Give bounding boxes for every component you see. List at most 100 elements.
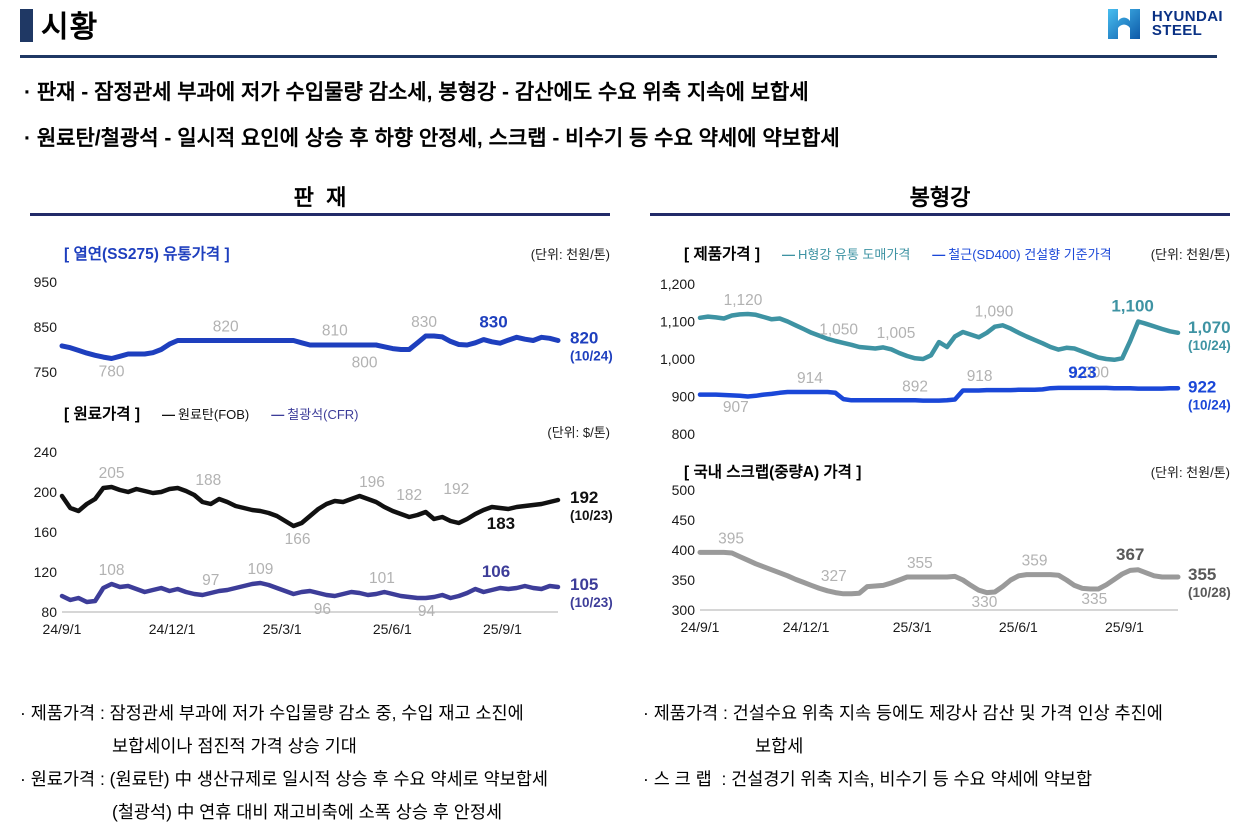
svg-text:395: 395 — [718, 530, 744, 547]
section-title-long-products: 봉형강 — [909, 185, 971, 210]
svg-text:922: 922 — [1188, 377, 1216, 396]
svg-text:200: 200 — [34, 484, 58, 500]
legend-dash-icon: — — [161, 407, 175, 422]
svg-text:105: 105 — [570, 575, 598, 594]
svg-text:300: 300 — [672, 602, 696, 618]
legend-coking-coal: — 원료탄(FOB) — [161, 407, 250, 422]
svg-text:1,000: 1,000 — [660, 351, 695, 367]
logo-line2: STEEL — [1151, 22, 1203, 39]
svg-text:1,000: 1,000 — [1070, 364, 1109, 381]
svg-text:240: 240 — [34, 444, 58, 460]
long-products-price-chart: 1,200 1,100 1,000 900 800 1,120 1,050 1,005 1,09… — [660, 276, 1231, 442]
svg-text:1,100: 1,100 — [660, 314, 695, 330]
section-rule-left — [30, 213, 610, 216]
long-products-legend: — H형강 유통 도매가격 — 철근(SD400) 건설향 기준가격 — [760, 244, 1112, 263]
comment-line: · 제품가격 : 건설수요 위축 지속 등에도 제강사 감산 및 가격 인상 추… — [643, 703, 1163, 723]
svg-text:367: 367 — [1116, 545, 1144, 564]
svg-text:120: 120 — [34, 564, 58, 580]
summary-bullet-1: · 판재 - 잠정관세 부과에 저가 수입물량 감소세, 봉형강 - 감산에도 … — [24, 81, 809, 104]
svg-text:500: 500 — [672, 482, 696, 498]
svg-text:80: 80 — [41, 604, 57, 620]
comment-line: · 원료가격 : (원료탄) 中 생산규제로 일시적 상승 후 수요 약세로 약… — [20, 769, 549, 789]
svg-text:188: 188 — [195, 472, 221, 489]
svg-text:335: 335 — [1081, 591, 1107, 608]
svg-text:950: 950 — [34, 274, 58, 290]
svg-text:196: 196 — [359, 474, 385, 491]
long-products-chart-block: [ 제품가격 ] — H형강 유통 도매가격 — 철근(SD400) 건설향 기준가… — [650, 240, 1231, 452]
svg-text:182: 182 — [396, 487, 422, 504]
svg-text:160: 160 — [34, 524, 58, 540]
scrap-chart-block: [ 국내 스크랩(중량A) 가격 ] (단위: 천원/톤) 500 450 400 3… — [650, 458, 1231, 638]
svg-text:25/3/1: 25/3/1 — [893, 619, 932, 635]
svg-text:800: 800 — [352, 355, 378, 372]
svg-text:(10/24): (10/24) — [1188, 338, 1231, 353]
svg-text:192: 192 — [570, 488, 598, 507]
svg-text:183: 183 — [487, 514, 515, 533]
legend-h-beam: — H형강 유통 도매가격 — [781, 247, 911, 262]
svg-text:450: 450 — [672, 512, 696, 528]
header-divider — [20, 55, 1217, 58]
svg-text:780: 780 — [99, 364, 125, 381]
svg-text:25/3/1: 25/3/1 — [263, 621, 302, 637]
svg-text:923: 923 — [1068, 363, 1096, 382]
svg-text:900: 900 — [672, 389, 696, 405]
chart-title-raw-materials: [ 원료가격 ] — [64, 406, 140, 423]
svg-text:820: 820 — [570, 329, 598, 348]
plate-comments: · 제품가격 : 잠정관세 부과에 저가 수입물량 감소 중, 수입 재고 소진… — [20, 697, 620, 829]
comment-line: 보합세 — [755, 736, 804, 756]
chart-title-hot-rolled: [ 열연(SS275) 유통가격 ] — [64, 246, 230, 263]
svg-text:(10/28): (10/28) — [1188, 585, 1231, 600]
svg-text:1,090: 1,090 — [975, 303, 1014, 320]
comment-line: (철광석) 中 연휴 대비 재고비축에 소폭 상승 후 안정세 — [112, 802, 503, 822]
comment-line: · 제품가격 : 잠정관세 부과에 저가 수입물량 감소 중, 수입 재고 소진… — [20, 703, 524, 723]
svg-text:166: 166 — [285, 531, 311, 548]
svg-text:108: 108 — [99, 562, 125, 579]
svg-text:(10/23): (10/23) — [570, 508, 613, 523]
title-accent-bar — [20, 9, 33, 42]
unit-label-hot-rolled: (단위: 천원/톤) — [530, 247, 610, 262]
svg-text:205: 205 — [99, 465, 125, 482]
svg-text:24/12/1: 24/12/1 — [783, 619, 830, 635]
summary-bullet-2: · 원료탄/철광석 - 일시적 요인에 상승 후 하향 안정세, 스크랩 - 비… — [24, 127, 840, 150]
svg-text:(10/24): (10/24) — [570, 349, 613, 364]
svg-text:1,120: 1,120 — [724, 292, 763, 309]
legend-dash-icon: — — [781, 247, 795, 262]
section-title-plate: 판 재 — [293, 185, 347, 210]
svg-text:1,005: 1,005 — [877, 325, 916, 342]
svg-text:101: 101 — [369, 570, 395, 587]
svg-text:24/9/1: 24/9/1 — [43, 621, 82, 637]
svg-text:25/6/1: 25/6/1 — [373, 621, 412, 637]
svg-text:355: 355 — [1188, 565, 1216, 584]
svg-text:1,050: 1,050 — [819, 321, 858, 338]
hyundai-steel-logo: HYUNDAI STEEL — [1103, 7, 1223, 41]
svg-text:914: 914 — [797, 370, 823, 387]
unit-label-long-products: (단위: 천원/톤) — [1150, 247, 1230, 262]
svg-text:918: 918 — [967, 368, 993, 385]
svg-text:327: 327 — [821, 568, 847, 585]
unit-label-raw-materials: (단위: $/톤) — [547, 425, 610, 440]
raw-materials-chart-block: [ 원료가격 ] — 원료탄(FOB) — 철광석(CFR) (단위: $/톤) 2… — [30, 400, 613, 645]
svg-text:1,200: 1,200 — [660, 276, 695, 292]
chart-title-long-products: [ 제품가격 ] — [684, 246, 760, 263]
svg-text:25/9/1: 25/9/1 — [483, 621, 522, 637]
legend-dash-icon: — — [271, 407, 284, 422]
svg-text:24/12/1: 24/12/1 — [149, 621, 196, 637]
unit-label-scrap: (단위: 천원/톤) — [1150, 465, 1230, 480]
svg-text:355: 355 — [907, 555, 933, 572]
legend-iron-ore: — 철광석(CFR) — [271, 407, 359, 422]
legend-rebar: — 철근(SD400) 건설향 기준가격 — [932, 247, 1112, 262]
hyundai-h-icon — [1107, 9, 1140, 39]
svg-text:359: 359 — [1022, 553, 1048, 570]
svg-text:1,070: 1,070 — [1188, 318, 1231, 337]
svg-text:892: 892 — [902, 378, 928, 395]
svg-text:109: 109 — [247, 561, 273, 578]
svg-text:24/9/1: 24/9/1 — [681, 619, 720, 635]
svg-text:820: 820 — [213, 319, 239, 336]
legend-dash-icon: — — [932, 247, 945, 262]
comment-line: 보합세이나 점진적 가격 상승 기대 — [112, 736, 357, 756]
svg-text:330: 330 — [971, 594, 997, 611]
svg-text:106: 106 — [482, 562, 510, 581]
svg-text:830: 830 — [411, 314, 437, 331]
